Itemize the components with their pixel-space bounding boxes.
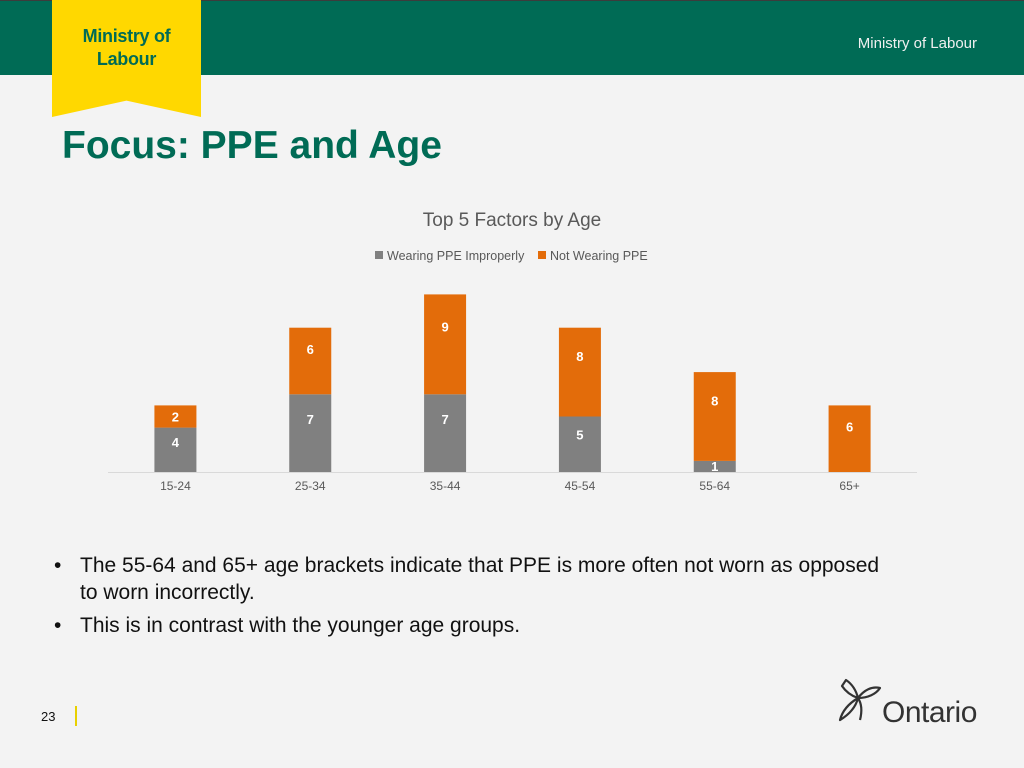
x-tick-label: 45-54 <box>565 479 596 493</box>
data-label: 9 <box>441 319 448 334</box>
data-label: 7 <box>307 412 314 427</box>
bar-wearing-improperly <box>693 460 736 472</box>
slide-title: Focus: PPE and Age <box>62 124 442 167</box>
data-label: 8 <box>711 394 718 409</box>
bar-not-wearing <box>424 294 467 395</box>
bar-not-wearing <box>828 405 871 472</box>
chart-title: Top 5 Factors by Age <box>423 210 602 231</box>
x-tick-label: 15-24 <box>160 479 191 493</box>
data-label: 6 <box>307 342 314 357</box>
ontario-logo: Ontario <box>832 676 982 732</box>
ministry-ribbon: Ministry of Labour <box>52 0 201 117</box>
bullet-list: • The 55-64 and 65+ age brackets indicat… <box>52 552 882 645</box>
page-divider <box>75 706 77 726</box>
stacked-bar-chart: Top 5 Factors by Age Wearing PPE Improper… <box>108 210 917 493</box>
ministry-title: Ministry of Labour <box>857 35 977 52</box>
bar-wearing-improperly <box>424 394 467 472</box>
data-label: 8 <box>576 349 583 364</box>
bar-not-wearing <box>154 405 197 428</box>
data-label: 7 <box>441 412 448 427</box>
legend-label: Not Wearing PPE <box>550 249 648 263</box>
ribbon-text: Ministry of Labour <box>52 25 201 71</box>
data-label: 5 <box>576 427 583 442</box>
bar-not-wearing <box>693 372 736 461</box>
legend-label: Wearing PPE Improperly <box>387 249 525 263</box>
ribbon-line-1: Ministry of <box>82 26 171 46</box>
page-number: 23 <box>41 709 56 724</box>
bullet-text: This is in contrast with the younger age… <box>80 614 521 637</box>
bar-not-wearing <box>289 327 332 395</box>
logo-text: Ontario <box>882 696 977 729</box>
bullet-dot-icon: • <box>54 614 62 637</box>
legend-swatch <box>375 251 383 259</box>
data-label: 1 <box>711 459 718 474</box>
data-label: 2 <box>172 410 179 425</box>
x-tick-label: 35-44 <box>430 479 461 493</box>
bullet-text: The 55-64 and 65+ age brackets indicate … <box>80 554 880 604</box>
data-label: 4 <box>172 435 180 450</box>
bullet-dot-icon: • <box>54 554 62 577</box>
bullet-item: • The 55-64 and 65+ age brackets indicat… <box>52 552 882 606</box>
bar-wearing-improperly <box>558 416 601 472</box>
bullet-item: • This is in contrast with the younger a… <box>52 612 882 639</box>
x-tick-label: 25-34 <box>295 479 326 493</box>
legend-swatch <box>538 251 546 259</box>
bar-wearing-improperly <box>154 427 197 472</box>
x-tick-label: 65+ <box>839 479 859 493</box>
bar-wearing-improperly <box>289 394 332 472</box>
ribbon-line-2: Labour <box>96 49 157 69</box>
data-label: 6 <box>846 420 853 435</box>
x-tick-label: 55-64 <box>699 479 730 493</box>
bar-not-wearing <box>558 327 601 417</box>
trillium-icon <box>838 678 882 722</box>
